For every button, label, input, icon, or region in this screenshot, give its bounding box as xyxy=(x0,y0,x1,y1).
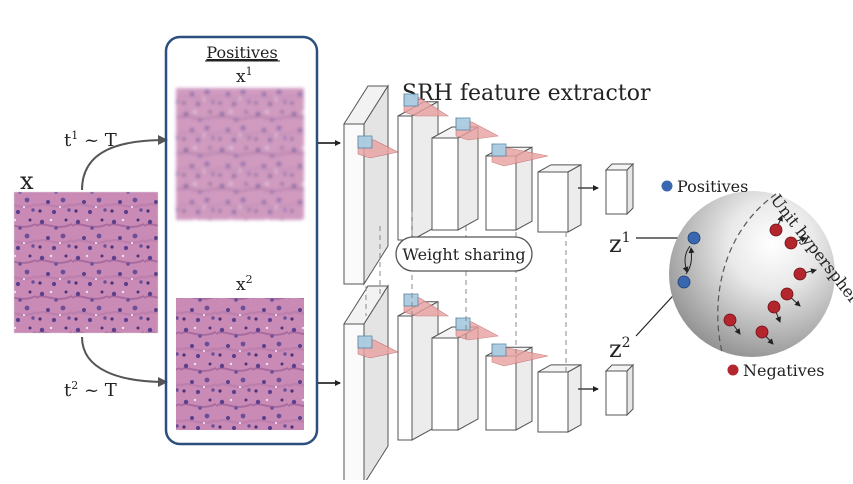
negative-point xyxy=(755,325,769,339)
receptive-field-filter xyxy=(403,293,450,317)
negative-point xyxy=(793,267,807,281)
legend-positives-label: Positives xyxy=(677,177,748,196)
negative-point xyxy=(784,236,798,250)
augmentation-label-bottom: t2 ~ T xyxy=(64,379,117,401)
augmentation-label-top: t1 ~ T xyxy=(64,129,117,151)
embedding-box-top xyxy=(604,162,635,216)
unit-hypersphere xyxy=(669,191,835,357)
positive-point xyxy=(677,275,691,289)
positive-point xyxy=(687,231,701,245)
negative-point xyxy=(767,300,781,314)
augmentation-arrow-top xyxy=(81,135,168,191)
receptive-field-filter xyxy=(403,93,450,117)
view1-image xyxy=(176,88,304,220)
receptive-field-filter xyxy=(455,317,499,341)
view2-image xyxy=(176,298,304,430)
z2-label: z2 xyxy=(609,335,631,363)
receptive-field-filter xyxy=(491,343,549,367)
receptive-field-filter xyxy=(357,135,399,159)
z1-label: z1 xyxy=(609,230,631,258)
legend-negatives-label: Negatives xyxy=(743,361,825,380)
embedding-box-bottom xyxy=(604,363,635,417)
positive-points xyxy=(677,231,701,289)
view1-label: x1 xyxy=(236,65,253,87)
negative-point xyxy=(723,313,737,327)
negative-point xyxy=(780,287,794,301)
legend-positive-dot xyxy=(661,180,673,192)
extractor-title: SRH feature extractor xyxy=(402,81,651,106)
input-label: x xyxy=(20,167,34,195)
receptive-field-filter xyxy=(455,117,499,141)
conv-layer-block xyxy=(431,126,479,231)
legend-negative-dot xyxy=(727,364,739,376)
hypersphere-meridian xyxy=(717,193,777,353)
receptive-field-filter xyxy=(357,335,399,359)
positives-title: Positives xyxy=(206,43,277,62)
receptive-field-filter xyxy=(491,143,549,167)
view2-label: x2 xyxy=(236,273,253,295)
feature-extractor-bottom xyxy=(343,284,582,484)
conv-layer-block xyxy=(431,326,479,431)
conv-layer-block xyxy=(537,164,582,233)
conv-layer-block xyxy=(537,364,582,433)
positives-panel xyxy=(164,35,319,446)
feature-extractor-top xyxy=(343,84,582,286)
negative-point xyxy=(769,223,783,237)
negative-points xyxy=(723,215,817,345)
input-slab xyxy=(343,284,389,484)
augmentation-arrow-bottom xyxy=(81,336,168,387)
input-image xyxy=(13,191,159,334)
positive-pull-arrow xyxy=(685,247,695,275)
weight-sharing-label: Weight sharing xyxy=(402,245,525,264)
input-slab xyxy=(343,84,389,286)
weight-sharing-pill xyxy=(395,236,533,272)
